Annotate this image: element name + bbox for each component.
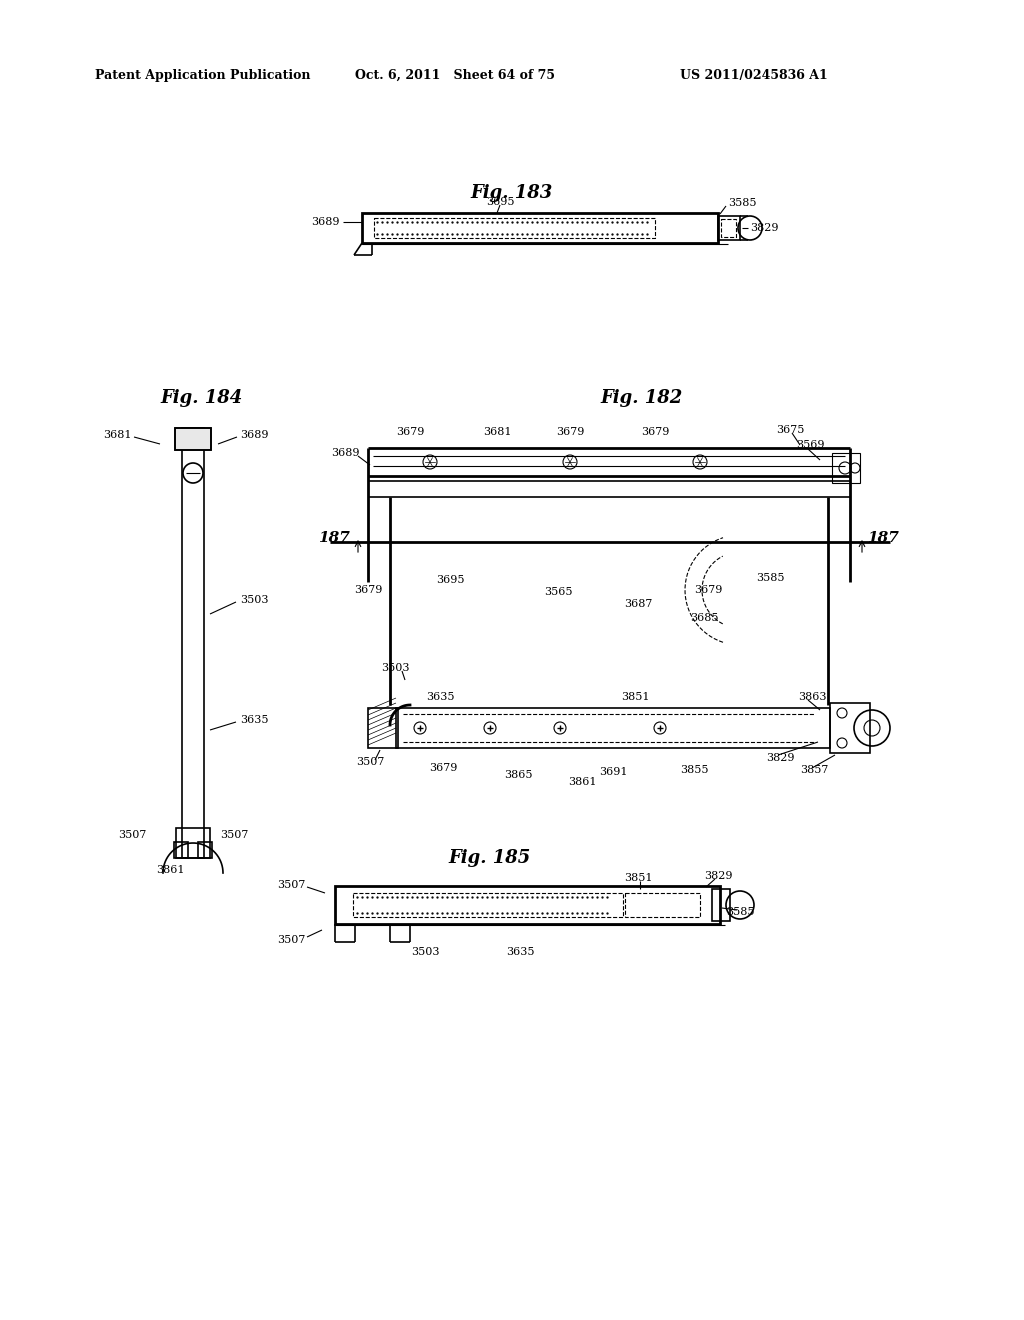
Text: 3503: 3503 (411, 946, 439, 957)
Text: 3507: 3507 (118, 830, 146, 840)
Text: 3569: 3569 (796, 440, 824, 450)
Bar (374, 218, 655, 238)
Text: US 2011/0245836 A1: US 2011/0245836 A1 (680, 69, 827, 82)
Bar (175, 428, 211, 450)
Text: Oct. 6, 2011   Sheet 64 of 75: Oct. 6, 2011 Sheet 64 of 75 (355, 69, 555, 82)
Text: 3679: 3679 (354, 585, 382, 595)
Text: 3855: 3855 (680, 766, 709, 775)
Bar (362, 213, 718, 243)
Bar (198, 842, 212, 858)
Text: 3851: 3851 (624, 873, 652, 883)
Text: Patent Application Publication: Patent Application Publication (95, 69, 310, 82)
Text: 3679: 3679 (429, 763, 457, 774)
Text: 3857: 3857 (800, 766, 828, 775)
Text: 3829: 3829 (750, 223, 778, 234)
Text: 3635: 3635 (426, 692, 455, 702)
Bar (718, 216, 740, 240)
Text: 3861: 3861 (156, 865, 184, 875)
Text: 3507: 3507 (220, 830, 249, 840)
Text: 3685: 3685 (690, 612, 718, 623)
Text: 3585: 3585 (726, 907, 755, 917)
Text: 187: 187 (318, 531, 350, 545)
Bar (625, 894, 700, 917)
Text: 3585: 3585 (756, 573, 784, 583)
Text: 3681: 3681 (103, 430, 132, 440)
Text: 3863: 3863 (798, 692, 826, 702)
Text: 3687: 3687 (624, 599, 652, 609)
Text: 3679: 3679 (556, 426, 584, 437)
Text: 3695: 3695 (485, 197, 514, 207)
Text: Fig. 182: Fig. 182 (600, 389, 682, 407)
Bar (174, 842, 188, 858)
Text: 3681: 3681 (482, 426, 511, 437)
Text: 3585: 3585 (728, 198, 757, 209)
Bar (182, 428, 204, 858)
Text: 3635: 3635 (506, 946, 535, 957)
Text: 3679: 3679 (694, 585, 722, 595)
Bar (335, 886, 720, 924)
Text: 3829: 3829 (766, 752, 795, 763)
Bar (830, 704, 870, 752)
Text: 3675: 3675 (776, 425, 804, 436)
Text: 3507: 3507 (355, 756, 384, 767)
Bar (721, 219, 736, 238)
Text: 3635: 3635 (240, 715, 268, 725)
Text: Fig. 184: Fig. 184 (160, 389, 243, 407)
Text: 187: 187 (867, 531, 899, 545)
Text: 3503: 3503 (240, 595, 268, 605)
Text: 3829: 3829 (703, 871, 732, 880)
Bar (712, 888, 730, 921)
Bar (396, 708, 830, 748)
Bar (176, 828, 210, 858)
Bar (353, 894, 623, 917)
Text: 3679: 3679 (396, 426, 424, 437)
Text: 3691: 3691 (599, 767, 628, 777)
Text: 3503: 3503 (381, 663, 410, 673)
Text: 3565: 3565 (544, 587, 572, 597)
Text: 3865: 3865 (504, 770, 532, 780)
Text: 3689: 3689 (311, 216, 340, 227)
Text: 3861: 3861 (567, 777, 596, 787)
Bar (368, 708, 398, 748)
Text: 3851: 3851 (621, 692, 649, 702)
Text: 3679: 3679 (641, 426, 670, 437)
Text: 3507: 3507 (276, 880, 305, 890)
Text: 3689: 3689 (240, 430, 268, 440)
Text: Fig. 185: Fig. 185 (449, 849, 531, 867)
Bar (831, 453, 860, 483)
Text: Fig. 183: Fig. 183 (471, 183, 553, 202)
Text: 3695: 3695 (436, 576, 464, 585)
Text: 3689: 3689 (331, 447, 359, 458)
Bar (175, 428, 211, 450)
Text: 3507: 3507 (276, 935, 305, 945)
